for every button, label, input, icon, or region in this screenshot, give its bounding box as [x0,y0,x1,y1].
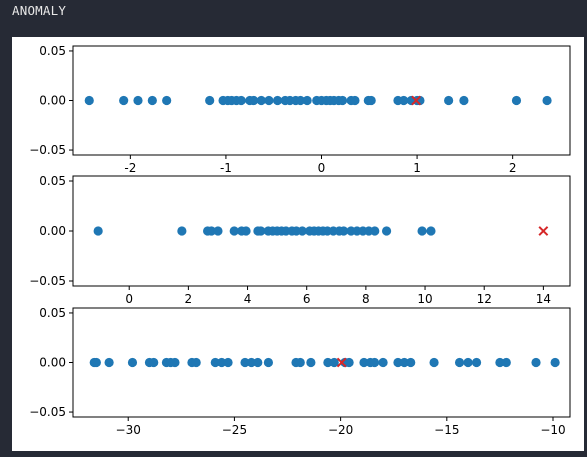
panel-2-x-tick-label: 14 [536,292,551,306]
panel-3-point [344,357,354,368]
panel-3-point [223,357,233,368]
panel-1-point [511,95,522,106]
panel-1-point [272,95,283,106]
panel-2-y-tick-label: 0.05 [39,174,66,188]
panel-3-point [295,357,305,368]
panel-2-x-tick-label: 8 [362,292,370,306]
panel-3-point [240,357,250,368]
panel-3-point [463,357,473,368]
panel-3-y-tick-label: −0.05 [29,405,66,419]
panel-3-point [378,357,388,368]
panel-2-point [93,226,103,236]
panel-3-point [471,357,482,368]
panel-2-y-tick-label: −0.05 [29,274,66,288]
figure: -2 -1 0 1 2 0.05 0.00 −0.05 0 2 4 6 8 10 12 14 0.05 0.00−… [12,37,584,451]
panel-3-point [531,357,541,368]
panel-2-x-tick-label: 12 [477,292,492,306]
panel-3-x-tick-label: −10 [540,423,565,437]
panel-2-point [297,226,307,236]
panel-2-x-tick-label: 2 [185,292,193,306]
panel-3-point [393,357,403,368]
panel-3-point [191,357,201,368]
panel-1-point [264,95,274,106]
panel-3-point [550,357,560,368]
panel-2-point [229,226,239,236]
panel-2-x-tick-label: 6 [303,292,311,306]
panel-3-point [253,357,263,368]
panel-2-point [206,226,217,236]
panel-2-point [256,226,266,236]
panel-1-point [350,95,360,106]
panel-1-x-tick-label: -1 [220,161,232,175]
panel-1-anomaly-marker [411,95,422,106]
panel-3-point [406,357,416,368]
panel-1-point [366,95,376,106]
panel-3-point [399,357,409,368]
panel-1-point [133,95,143,106]
panel-1-y-tick-label: 0.00 [39,94,66,108]
panel-3-point [495,357,505,368]
panel-3-point [501,357,511,368]
panel-3-point [323,357,333,368]
panel-3-point [246,357,257,368]
panel-3-point [429,357,439,368]
panel-1-point [295,95,306,106]
panel-2-point [177,226,187,236]
panel-1-point [84,95,94,106]
panel-3-x-tick-label: −20 [328,423,353,437]
panel-1-point [399,95,409,106]
panel-3-point [359,357,369,368]
panel-1-point [205,95,215,106]
panel-1-x-tick-label: 0 [318,161,326,175]
panel-3-point [454,357,465,368]
panel-2-point [339,226,349,236]
figure-canvas: -2 -1 0 1 20.050.00−0.050 2 4 6 8 10 12 140.050.00−… [29,44,571,437]
panel-2-x-tick-label: 0 [125,292,133,306]
panel-3-y-tick-label: 0.00 [39,356,66,370]
panel-1-point [256,95,266,106]
panel-3-point [263,357,273,368]
panel-1-x-tick-label: 1 [413,161,421,175]
panel-1-x-tick-label: 2 [509,161,517,175]
panel-3-x-tick-label: −30 [116,423,141,437]
panel-3-point [104,357,114,368]
panel-3-point [210,357,220,368]
panel-1-point [459,95,469,106]
window-title: ANOMALY [12,3,67,18]
panel-1-point [444,95,454,106]
panel-3-point [91,357,101,368]
panel-3-anomaly-marker [336,357,347,368]
panel-3-x-tick-label: −25 [222,423,247,437]
panel-1-point [302,95,312,106]
panel-1-point [542,95,552,106]
panel-3-point [127,357,138,368]
panel-1-point [337,95,348,106]
panel-2-anomaly-marker [538,226,549,236]
panel-3-y-tick-label: 0.05 [39,306,66,320]
panel-2-point [213,226,223,236]
panel-2-point [241,226,251,236]
panel-2-x-tick-label: 4 [244,292,252,306]
panel-2-point [370,226,380,236]
panel-3-point [306,357,316,368]
panel-1-point [162,95,172,106]
panel-1-point [249,95,259,106]
panel-2-x-tick-label: 10 [417,292,432,306]
panel-1-x-tick-label: -2 [124,161,136,175]
panel-3-point [170,357,180,368]
panel-2-point [426,226,436,236]
panel-3-point [370,357,380,368]
panel-3-point [149,357,159,368]
panel-1-point [236,95,246,106]
panel-1-y-tick-label: 0.05 [39,44,66,58]
panel-3-x-tick-label: −15 [434,423,459,437]
panel-3-point [217,357,227,368]
panel-1-point [147,95,157,106]
panel-2-point [417,226,427,236]
panel-1-y-tick-label: −0.05 [29,143,66,157]
panel-2-y-tick-label: 0.00 [39,224,66,238]
panel-1-point [119,95,129,106]
panel-3-point [329,357,339,368]
panel-2-point [381,226,392,236]
